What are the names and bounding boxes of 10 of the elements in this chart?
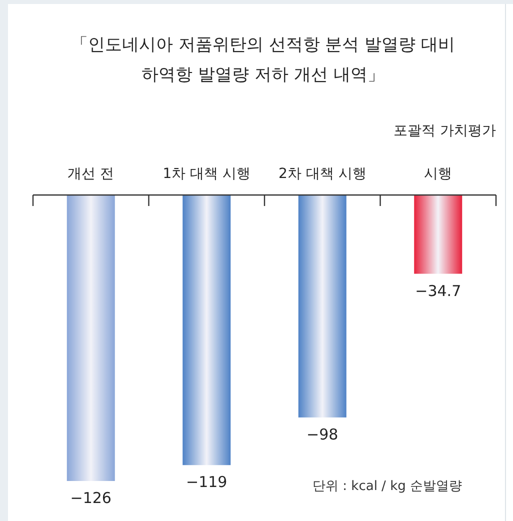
chart-title: 「인도네시아 저품위탄의 선적항 분석 발열량 대비 하역항 발열량 저하 개선 내역」 bbox=[70, 35, 456, 85]
x-tick-label: 개선 전 bbox=[68, 166, 114, 182]
x-tick-label: 1차 대책 시행 bbox=[162, 166, 251, 182]
data-label: −98 bbox=[306, 425, 338, 444]
category-label: 포괄적 가치평가 시행 bbox=[394, 123, 496, 182]
data-label: −126 bbox=[70, 489, 112, 507]
data-label: −119 bbox=[186, 473, 228, 492]
x-tick-label: 2차 대책 시행 bbox=[278, 166, 366, 182]
data-label: −34.7 bbox=[415, 282, 462, 300]
annotation: 단위 : kcal / kg 순발열량 bbox=[312, 479, 462, 494]
